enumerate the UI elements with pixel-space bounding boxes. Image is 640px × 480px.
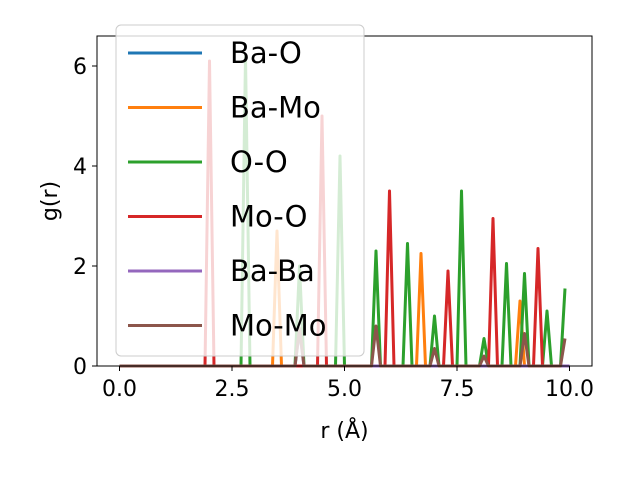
legend-label: Mo-Mo — [230, 309, 327, 343]
legend-label: Ba-Ba — [230, 254, 315, 288]
y-axis-ticks: 0 2 4 6 — [73, 55, 97, 380]
y-tick-label: 6 — [73, 55, 87, 80]
legend: Ba-O Ba-Mo O-O Mo-O Ba-Ba Mo-Mo — [115, 24, 365, 357]
x-tick-label: 10.0 — [545, 377, 594, 402]
legend-label: Mo-O — [230, 200, 307, 234]
y-tick-label: 4 — [73, 155, 87, 180]
legend-label: O-O — [230, 145, 288, 179]
y-tick-label: 2 — [73, 255, 87, 280]
series-line-mo-mo — [119, 324, 567, 368]
x-axis-label: r (Å) — [320, 417, 368, 444]
x-tick-label: 7.5 — [440, 377, 475, 402]
y-tick-label: 0 — [73, 355, 87, 380]
legend-label: Ba-Mo — [230, 91, 321, 125]
x-tick-label: 0.0 — [102, 377, 137, 402]
x-tick-label: 5.0 — [327, 377, 362, 402]
y-axis-label: g(r) — [38, 181, 63, 221]
x-axis-ticks: 0.0 2.5 5.0 7.5 10.0 — [102, 366, 594, 402]
x-tick-label: 2.5 — [215, 377, 250, 402]
legend-box — [115, 24, 365, 357]
legend-label: Ba-O — [230, 36, 302, 70]
